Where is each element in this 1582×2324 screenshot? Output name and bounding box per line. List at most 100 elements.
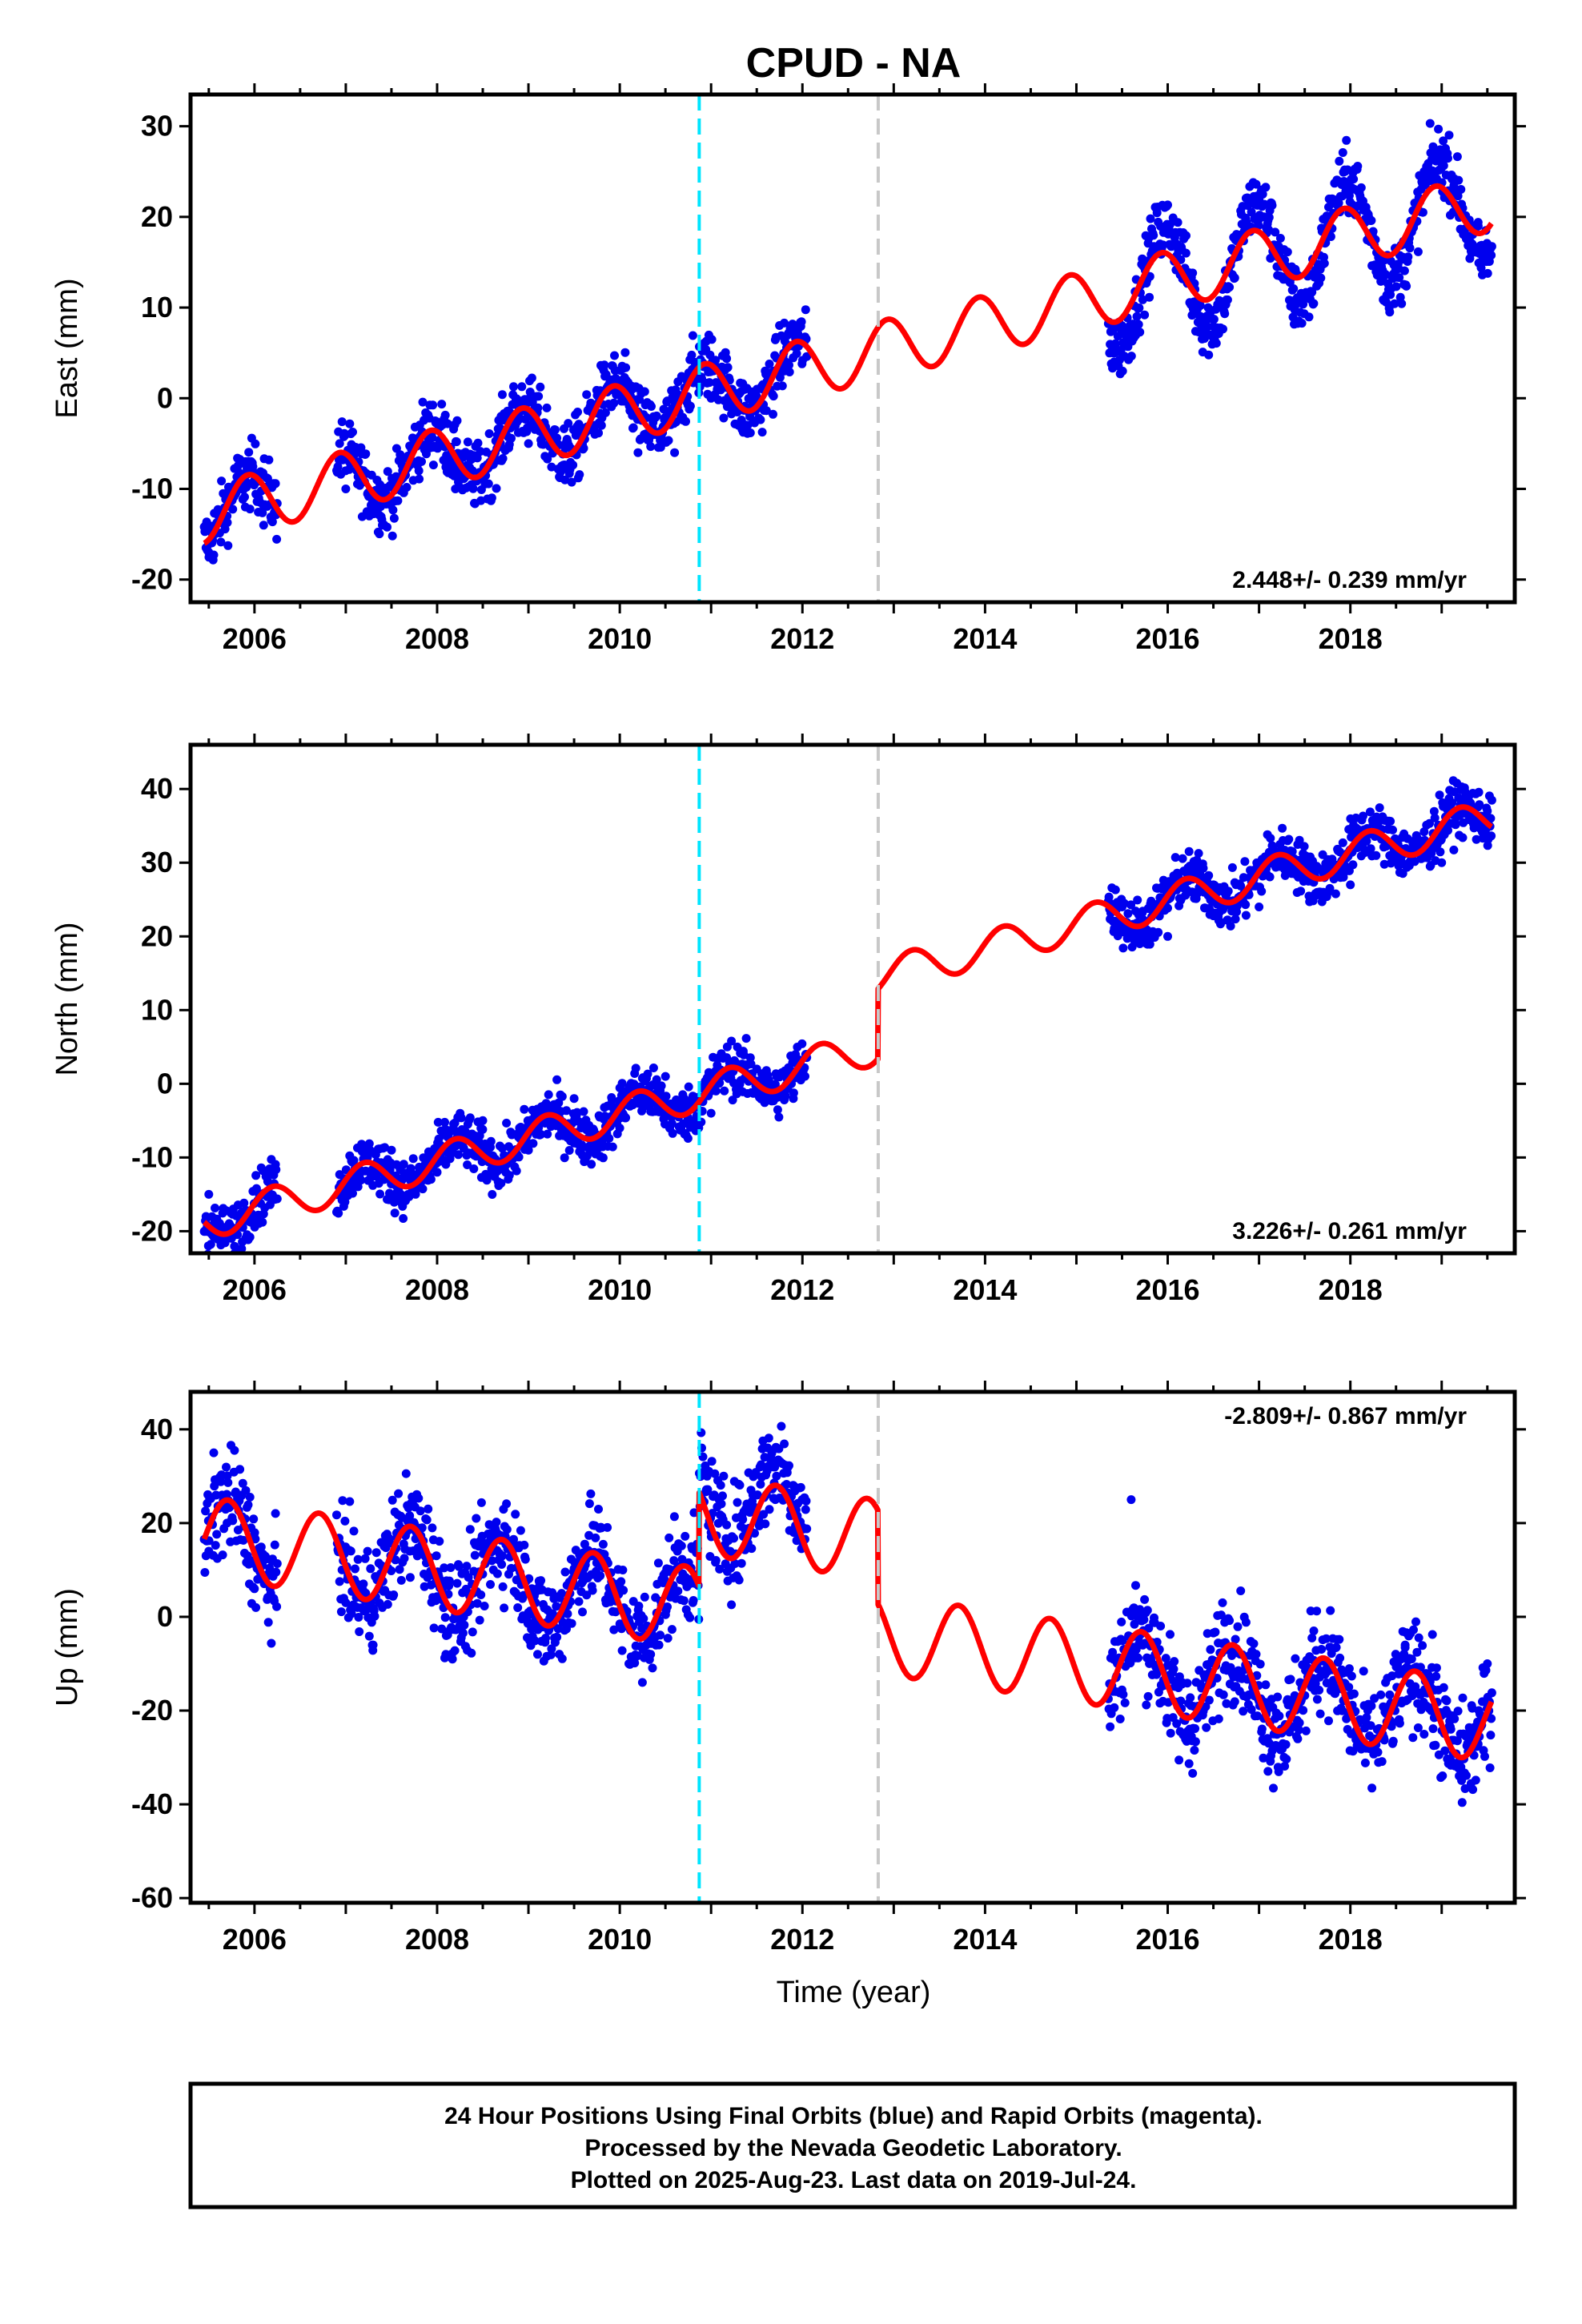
data-point <box>1403 252 1413 262</box>
data-point <box>779 366 789 376</box>
data-point <box>683 1134 693 1143</box>
data-point <box>1443 154 1452 163</box>
data-point <box>663 1634 673 1643</box>
data-point <box>652 411 661 420</box>
data-point <box>1295 1718 1304 1727</box>
data-point <box>345 419 355 428</box>
data-point <box>1487 795 1496 805</box>
data-point <box>364 1139 374 1148</box>
data-point <box>469 1164 479 1173</box>
data-point <box>349 1156 359 1165</box>
data-point <box>212 1530 222 1539</box>
data-point <box>1275 234 1285 243</box>
data-point <box>707 335 717 344</box>
y-tick-label: -20 <box>131 563 173 596</box>
data-point <box>1257 1724 1267 1734</box>
data-point <box>1106 1722 1115 1731</box>
data-point <box>1286 1675 1295 1684</box>
data-point <box>1487 251 1496 260</box>
data-point <box>1190 1746 1199 1755</box>
panel-north: 2006 2008 2010 2012 2014 2016 2018-20-10010203… <box>50 734 1526 1306</box>
data-point <box>1409 1625 1418 1634</box>
data-points <box>199 1421 1496 1807</box>
data-point <box>378 521 387 530</box>
data-point <box>272 1194 282 1204</box>
data-point <box>1425 119 1435 128</box>
y-tick-label: -10 <box>131 472 173 505</box>
data-point <box>573 408 582 416</box>
data-point <box>204 1546 214 1556</box>
data-point <box>239 1198 249 1208</box>
data-point <box>1273 1692 1283 1702</box>
data-point <box>564 1146 574 1155</box>
data-point <box>497 390 507 400</box>
data-point <box>1438 1771 1447 1780</box>
data-point <box>1326 1606 1335 1615</box>
data-point <box>336 1607 346 1617</box>
data-point <box>1435 790 1444 800</box>
data-point <box>251 1602 261 1612</box>
data-point <box>1454 175 1464 185</box>
data-point <box>1110 885 1120 895</box>
data-point <box>1453 191 1463 201</box>
data-point <box>487 493 496 503</box>
data-point <box>785 1461 793 1470</box>
data-point <box>578 1607 587 1617</box>
data-point <box>1431 1740 1440 1750</box>
data-point <box>399 1214 408 1223</box>
data-point <box>1156 1622 1166 1630</box>
y-tick-label: -20 <box>131 1214 173 1247</box>
data-point <box>1301 1726 1311 1735</box>
data-point <box>335 439 344 448</box>
data-point <box>416 1506 425 1516</box>
data-point <box>222 1462 231 1472</box>
data-point <box>206 1240 215 1249</box>
data-point <box>366 1564 375 1574</box>
data-point <box>735 1481 745 1490</box>
data-point <box>1110 1703 1119 1712</box>
data-point <box>1338 148 1347 157</box>
data-point <box>1385 308 1395 317</box>
y-tick-label: 30 <box>141 110 173 143</box>
data-point <box>1120 1698 1130 1707</box>
data-point <box>1408 1733 1418 1743</box>
data-point <box>1315 1709 1325 1719</box>
data-point <box>588 1586 597 1595</box>
data-point <box>211 1204 219 1212</box>
data-point <box>1390 299 1399 308</box>
data-point <box>228 505 238 514</box>
data-point <box>656 1081 666 1091</box>
data-point <box>1397 299 1407 308</box>
data-point <box>204 1189 214 1199</box>
data-point <box>1271 227 1280 237</box>
data-point <box>543 454 552 464</box>
data-point <box>1299 842 1309 851</box>
data-point <box>249 1514 259 1524</box>
data-point <box>341 1189 351 1199</box>
data-point <box>1373 1747 1383 1757</box>
data-point <box>1297 319 1307 328</box>
data-point <box>738 1514 748 1524</box>
data-point <box>1174 1755 1184 1765</box>
data-point <box>631 1063 640 1073</box>
data-point <box>534 392 544 401</box>
data-point <box>520 1554 530 1564</box>
data-point <box>741 1034 751 1043</box>
y-tick-label: 20 <box>141 919 173 952</box>
data-point <box>560 475 570 485</box>
data-point <box>387 1145 396 1155</box>
data-point <box>399 1160 408 1169</box>
data-point <box>1331 889 1340 899</box>
data-point <box>1118 943 1128 953</box>
data-point <box>500 1603 509 1613</box>
data-point <box>1413 247 1423 256</box>
data-point <box>492 484 501 493</box>
data-point <box>557 1654 567 1663</box>
data-point <box>1186 1693 1195 1703</box>
data-point <box>387 531 397 541</box>
data-point <box>1154 927 1163 937</box>
data-point <box>1338 838 1347 847</box>
data-point <box>706 1108 716 1118</box>
data-point <box>628 423 638 432</box>
data-point <box>517 382 527 392</box>
